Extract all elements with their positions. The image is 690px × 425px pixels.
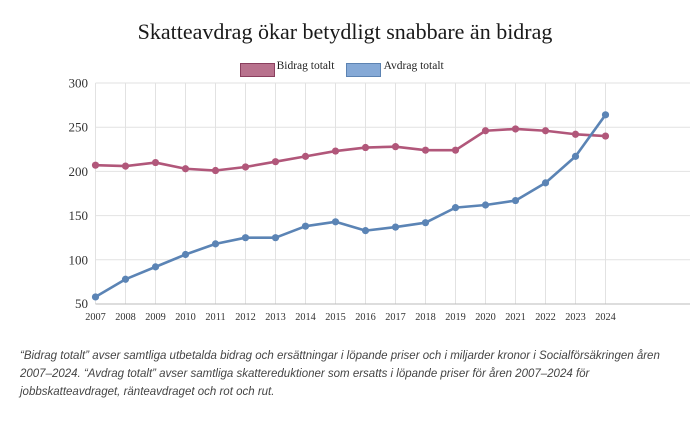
svg-text:2021: 2021 bbox=[505, 312, 526, 323]
svg-text:50: 50 bbox=[75, 296, 88, 311]
svg-text:2024: 2024 bbox=[595, 312, 616, 323]
svg-text:2014: 2014 bbox=[295, 312, 316, 323]
svg-text:150: 150 bbox=[69, 208, 89, 223]
svg-text:2017: 2017 bbox=[385, 312, 406, 323]
svg-text:2010: 2010 bbox=[175, 312, 196, 323]
svg-text:2012: 2012 bbox=[235, 312, 256, 323]
svg-text:200: 200 bbox=[69, 164, 89, 179]
svg-text:2011: 2011 bbox=[205, 312, 225, 323]
svg-text:2015: 2015 bbox=[325, 312, 346, 323]
svg-text:2009: 2009 bbox=[145, 312, 166, 323]
svg-text:2019: 2019 bbox=[445, 312, 466, 323]
svg-text:2013: 2013 bbox=[265, 312, 286, 323]
svg-text:100: 100 bbox=[69, 252, 89, 267]
svg-text:2008: 2008 bbox=[115, 312, 136, 323]
svg-text:2018: 2018 bbox=[415, 312, 436, 323]
svg-text:2016: 2016 bbox=[355, 312, 376, 323]
svg-text:2007: 2007 bbox=[85, 312, 106, 323]
svg-text:2022: 2022 bbox=[535, 312, 556, 323]
svg-text:2020: 2020 bbox=[475, 312, 496, 323]
svg-text:300: 300 bbox=[69, 76, 89, 91]
svg-text:2023: 2023 bbox=[565, 312, 586, 323]
svg-text:250: 250 bbox=[69, 120, 89, 135]
